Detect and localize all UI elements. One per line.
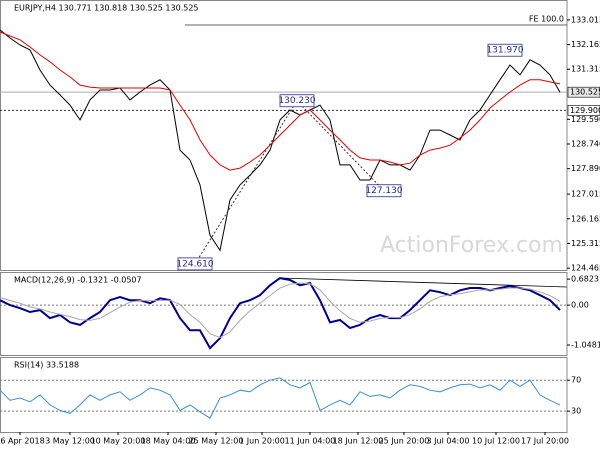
y-tick-label: 70	[571, 376, 581, 385]
y-tick-label: 127.890	[571, 164, 600, 173]
annotation-label: 124.610	[176, 259, 213, 269]
y-tick-label: 132.165	[571, 40, 600, 49]
watermark: ActionForex.com	[380, 233, 563, 258]
y-tick-label: 126.165	[571, 214, 600, 223]
y-tick-label: 127.015	[571, 190, 600, 199]
y-tick-label: 129.590	[571, 115, 600, 124]
level-label: FE 100.0	[529, 14, 564, 23]
x-tick-label: 25 May 12:00	[189, 437, 244, 446]
macd-trendline	[279, 277, 568, 288]
series-line	[0, 377, 561, 419]
annotation-box	[487, 43, 523, 57]
series-line	[0, 29, 561, 252]
x-tick-label: 3 May 12:00	[45, 437, 95, 446]
x-tick-label: 18 May 04:00	[141, 437, 196, 446]
series-line	[0, 282, 561, 339]
price-tag	[567, 86, 600, 98]
y-tick-label: 128.740	[571, 140, 600, 149]
x-tick-label: 10 May 20:00	[91, 437, 146, 446]
y-tick-label: 0.00	[571, 301, 589, 310]
price-tag-label: 130.525	[570, 88, 600, 97]
y-tick-label: 30	[571, 407, 581, 416]
price-tag-label: 129.900	[570, 106, 600, 115]
y-tick-label: 133.015	[571, 15, 600, 24]
x-tick-label: 10 Jul 12:00	[472, 437, 520, 446]
panel-frame	[0, 0, 568, 271]
panel-title: EURJPY,H4 130.771 130.818 130.525 130.52…	[14, 4, 199, 13]
annotation-box	[366, 184, 402, 198]
panel-title: MACD(12,26,9) -0.1321 -0.0507	[14, 276, 142, 285]
y-tick-label: 131.315	[571, 65, 600, 74]
x-tick-label: 3 Jul 04:00	[427, 437, 470, 446]
annotation-box	[177, 257, 213, 271]
x-tick-label: 26 Apr 2018	[0, 437, 45, 446]
y-tick-label: 124.465	[571, 264, 600, 273]
x-tick-label: 17 Jul 20:00	[521, 437, 569, 446]
y-tick-label: 0.6823	[571, 275, 599, 284]
panel-frame	[0, 357, 568, 433]
x-tick-label: 11 Jun 04:00	[285, 437, 336, 446]
x-tick-label: 25 Jun 20:00	[379, 437, 430, 446]
series-line	[0, 277, 561, 350]
annotation-label: 130.230	[278, 96, 315, 106]
annotation-label: 131.970	[486, 46, 523, 56]
series-line	[0, 31, 561, 171]
price-tag	[567, 105, 600, 116]
panel-frame	[0, 272, 568, 356]
x-tick-label: 1 Jun 20:00	[239, 437, 285, 446]
y-tick-label: -1.0481	[571, 341, 600, 350]
annotation-label: 127.130	[365, 186, 402, 196]
y-tick-label: 125.315	[571, 239, 600, 248]
annotation-box	[279, 94, 315, 108]
x-tick-label: 18 Jun 12:00	[333, 437, 384, 446]
panel-title: RSI(14) 33.5188	[14, 361, 79, 370]
